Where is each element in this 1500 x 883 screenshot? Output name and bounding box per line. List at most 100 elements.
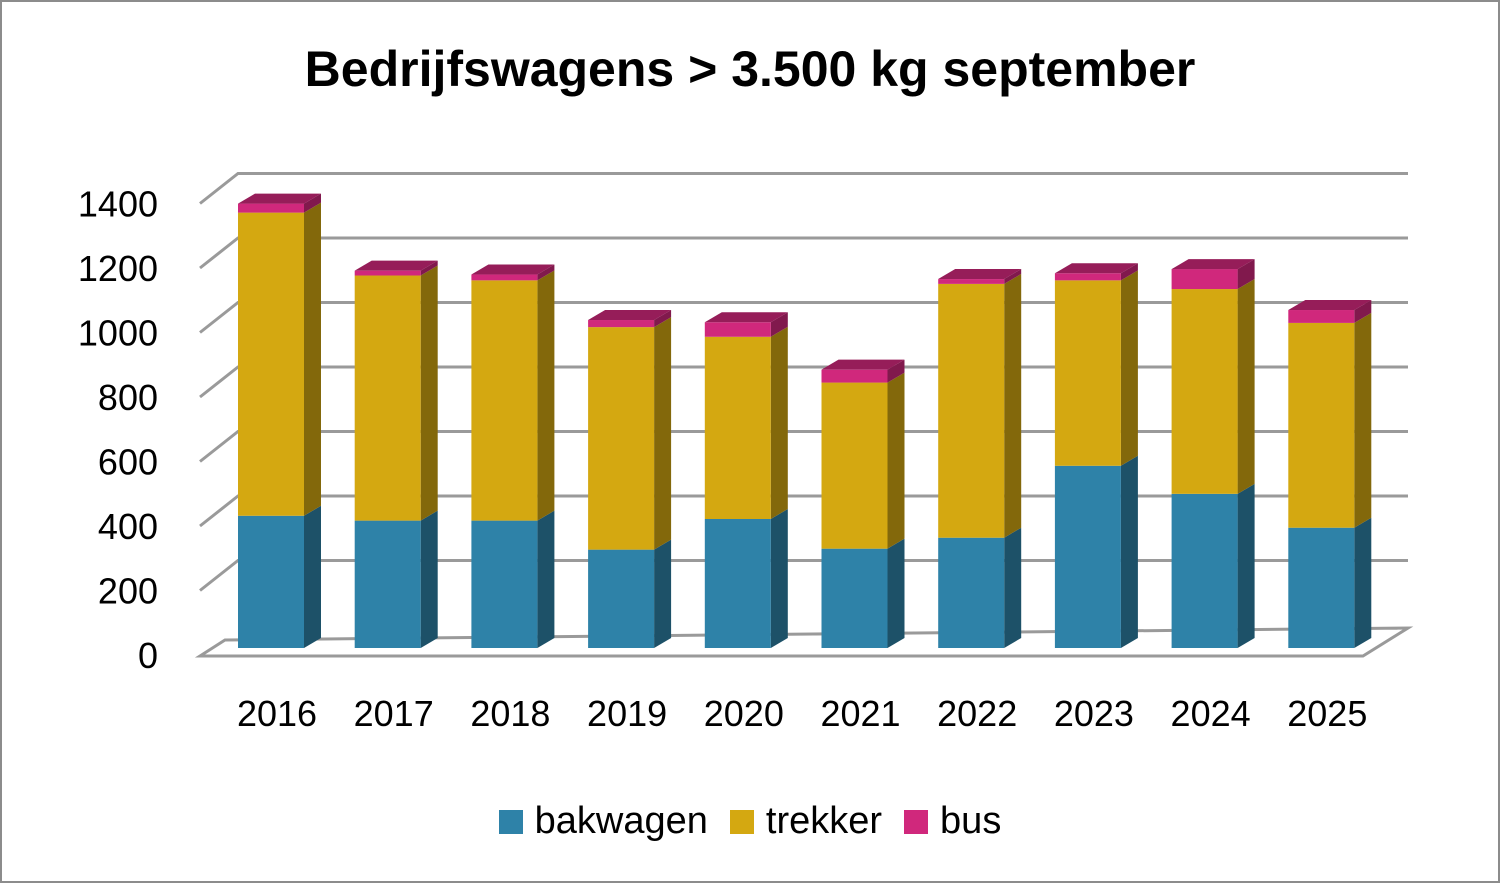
bar-side-bus-2017 xyxy=(420,260,438,276)
bar-top-2022 xyxy=(938,269,1022,280)
bar-bakwagen-2021 xyxy=(821,548,888,648)
x-tick-label: 2023 xyxy=(1054,693,1134,734)
bar-side-bus-2024 xyxy=(1237,259,1255,290)
x-tick-label: 2025 xyxy=(1287,693,1367,734)
bar-bus-2017 xyxy=(354,270,421,276)
bar-top-2021 xyxy=(821,359,905,370)
bar-top-2024 xyxy=(1171,259,1255,270)
bar-bakwagen-2024 xyxy=(1171,493,1238,648)
x-tick-label: 2019 xyxy=(587,693,667,734)
legend-label-bakwagen: bakwagen xyxy=(534,800,708,842)
bar-trekker-2019 xyxy=(588,327,655,550)
bar-top-2019 xyxy=(588,310,672,321)
y-tick-label: 0 xyxy=(138,635,158,676)
bar-side-bakwagen-2024 xyxy=(1237,483,1255,648)
x-tick-label: 2022 xyxy=(937,693,1017,734)
y-tick-label: 200 xyxy=(98,571,158,612)
bar-trekker-2023 xyxy=(1054,280,1121,466)
legend-item-bus: bus xyxy=(904,800,1001,843)
bar-side-bus-2022 xyxy=(1004,269,1022,284)
bar-side-bakwagen-2017 xyxy=(420,510,438,648)
bar-side-bakwagen-2018 xyxy=(537,510,555,648)
chart-title: Bedrijfswagens > 3.500 kg september xyxy=(304,41,1196,97)
bar-side-trekker-2024 xyxy=(1237,279,1255,494)
bar-side-bus-2021 xyxy=(887,359,905,383)
bar-bus-2016 xyxy=(238,203,304,213)
legend-item-trekker: trekker xyxy=(729,800,883,843)
bar-trekker-2021 xyxy=(821,382,888,549)
legend-label-trekker: trekker xyxy=(765,800,883,842)
chart-legend: bakwagen trekker bus xyxy=(0,800,1500,843)
bar-trekker-2024 xyxy=(1171,289,1238,494)
y-tick-label: 600 xyxy=(98,442,158,483)
bar-side-trekker-2021 xyxy=(887,372,905,549)
bar-side-trekker-2023 xyxy=(1120,270,1138,466)
bar-bus-2022 xyxy=(938,279,1005,284)
bar-trekker-2016 xyxy=(238,212,304,516)
bar-side-bakwagen-2021 xyxy=(887,538,905,648)
x-tick-label: 2016 xyxy=(237,693,317,734)
bar-bakwagen-2016 xyxy=(238,515,304,648)
bar-top-2025 xyxy=(1288,300,1372,311)
bar-side-bus-2023 xyxy=(1120,263,1138,281)
bar-bus-2021 xyxy=(821,369,888,383)
y-tick-label: 1000 xyxy=(78,313,158,354)
bar-side-bakwagen-2023 xyxy=(1120,455,1138,648)
bar-bakwagen-2023 xyxy=(1054,465,1121,648)
legend-label-bus: bus xyxy=(940,800,1002,842)
bar-side-bakwagen-2025 xyxy=(1354,517,1372,648)
bar-side-trekker-2022 xyxy=(1004,273,1022,538)
bar-top-2017 xyxy=(354,260,438,271)
x-tick-label: 2021 xyxy=(820,693,900,734)
x-tick-label: 2020 xyxy=(704,693,784,734)
bar-bus-2018 xyxy=(471,274,538,281)
legend-swatch-bakwagen xyxy=(498,809,523,834)
legend-item-bakwagen: bakwagen xyxy=(498,800,708,843)
bar-side-trekker-2025 xyxy=(1354,312,1372,528)
bar-top-2018 xyxy=(471,264,555,275)
bar-bakwagen-2020 xyxy=(704,519,771,648)
bar-side-trekker-2019 xyxy=(654,317,672,550)
gridline xyxy=(199,172,1408,205)
bar-bakwagen-2018 xyxy=(471,520,538,648)
bar-bakwagen-2022 xyxy=(938,537,1005,648)
legend-swatch-trekker xyxy=(729,809,754,834)
x-tick-label: 2024 xyxy=(1171,693,1251,734)
bar-bus-2024 xyxy=(1171,269,1238,290)
bar-side-bus-2018 xyxy=(537,264,555,281)
y-tick-label: 800 xyxy=(98,377,158,418)
x-tick-label: 2018 xyxy=(470,693,550,734)
bar-side-trekker-2016 xyxy=(304,202,321,516)
bar-bus-2019 xyxy=(588,320,655,328)
legend-swatch-bus xyxy=(904,809,929,834)
bar-top-2023 xyxy=(1054,263,1138,274)
bar-side-bus-2025 xyxy=(1354,300,1372,323)
bar-bakwagen-2017 xyxy=(354,520,421,648)
bar-bus-2020 xyxy=(704,322,771,337)
bar-side-trekker-2018 xyxy=(537,270,555,521)
bar-side-bus-2016 xyxy=(304,193,321,213)
bar-bakwagen-2025 xyxy=(1288,527,1355,648)
bar-trekker-2020 xyxy=(704,336,771,519)
bar-side-trekker-2017 xyxy=(420,265,438,521)
bar-side-bakwagen-2020 xyxy=(770,509,788,648)
bar-top-2020 xyxy=(704,312,788,323)
bar-side-bakwagen-2019 xyxy=(654,539,672,648)
bar-trekker-2025 xyxy=(1288,322,1355,528)
bar-trekker-2022 xyxy=(938,283,1005,538)
bar-trekker-2017 xyxy=(354,275,421,521)
x-tick-label: 2017 xyxy=(354,693,434,734)
bar-trekker-2018 xyxy=(471,280,538,521)
bar-bakwagen-2019 xyxy=(588,549,655,648)
bar-bus-2025 xyxy=(1288,310,1355,323)
bar-side-bus-2020 xyxy=(770,312,788,337)
bar-bus-2023 xyxy=(1054,273,1121,281)
bar-side-bakwagen-2022 xyxy=(1004,527,1022,648)
y-tick-label: 400 xyxy=(98,506,158,547)
bar-top-2016 xyxy=(238,193,321,204)
y-tick-label: 1200 xyxy=(78,248,158,289)
bar-side-trekker-2020 xyxy=(770,326,788,519)
bar-side-bakwagen-2016 xyxy=(304,505,321,648)
y-tick-label: 1400 xyxy=(78,184,158,225)
